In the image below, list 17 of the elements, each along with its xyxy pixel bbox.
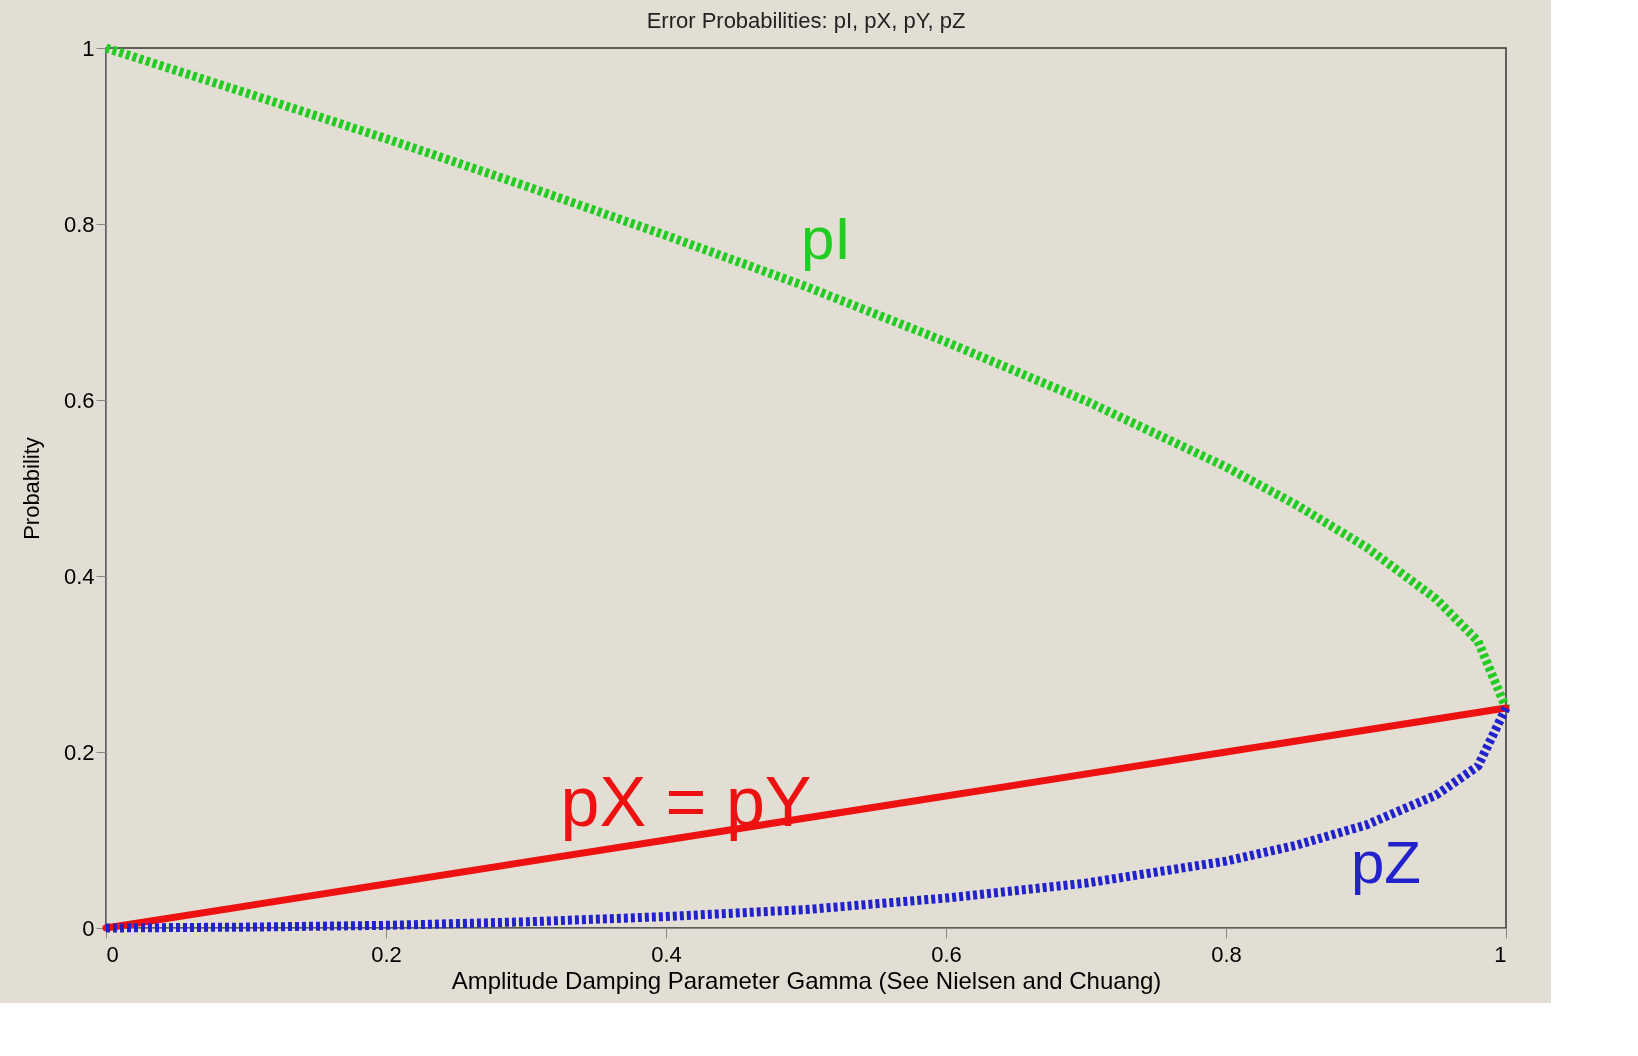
series-label: pI [800,205,852,273]
x-tick-label: 0 [106,941,119,967]
y-tick-label: 0.2 [63,739,95,765]
x-tick-label: 1 [1494,941,1507,967]
y-axis-title: Probability [18,437,44,540]
x-axis-title: Amplitude Damping Parameter Gamma (See Nielsen and Chuang) [451,966,1162,994]
x-tick-label: 0.8 [1211,941,1242,967]
y-tick-label: 0.8 [63,211,95,237]
chart-title: Error Probabilities: pI, pX, pY, pZ [646,8,966,33]
series-label: pZ [1350,829,1422,897]
y-tick-label: 0.6 [63,387,95,413]
y-tick-label: 0.4 [63,563,95,589]
x-tick-label: 0.4 [651,941,682,967]
x-tick-label: 0.6 [931,941,962,967]
x-tick-label: 0.2 [371,941,402,967]
y-tick-label: 0 [82,915,95,941]
y-tick-label: 1 [82,35,95,61]
